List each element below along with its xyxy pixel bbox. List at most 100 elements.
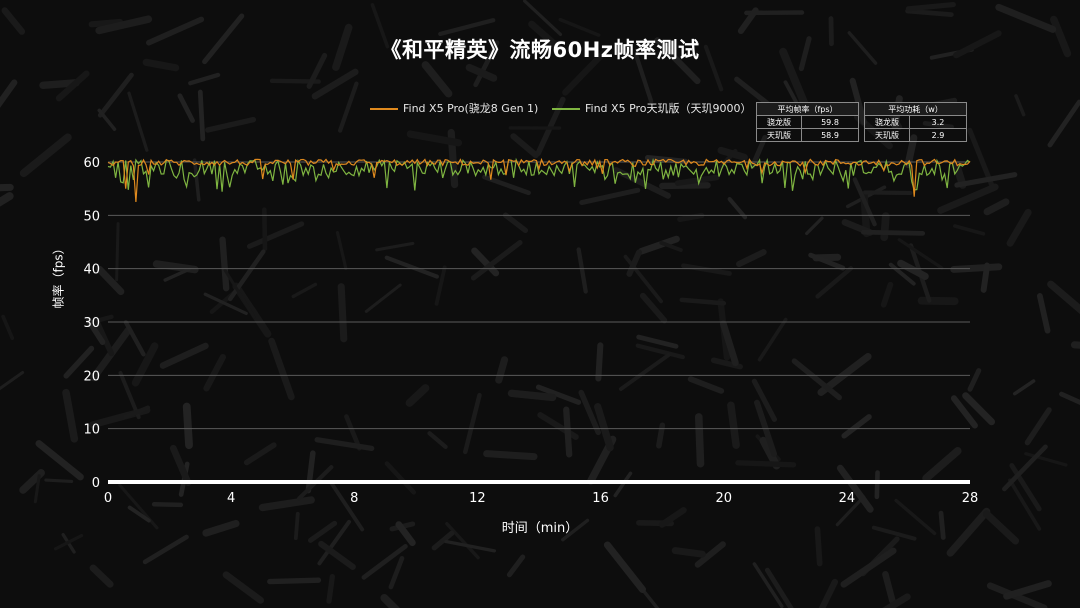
texture-stroke — [579, 187, 641, 206]
texture-stroke — [523, 0, 563, 37]
texture-stroke — [88, 18, 124, 28]
texture-stroke — [169, 444, 192, 486]
texture-stroke — [634, 53, 654, 104]
texture-stroke — [882, 570, 896, 604]
x-tick-label: 16 — [592, 491, 609, 506]
texture-stroke — [1024, 452, 1068, 467]
texture-stroke — [1059, 391, 1080, 405]
texture-stroke — [203, 292, 248, 316]
texture-stroke — [384, 255, 439, 279]
texture-stroke — [897, 238, 944, 270]
texture-stroke — [613, 471, 633, 498]
texture-stroke — [636, 334, 679, 349]
texture-stroke — [905, 1, 956, 12]
texture-stroke — [405, 384, 430, 407]
texture-stroke — [986, 582, 1048, 608]
legend-swatch-dimensity — [552, 108, 580, 110]
texture-stroke — [267, 577, 322, 585]
texture-stroke — [922, 447, 962, 483]
texture-stroke — [444, 539, 497, 553]
texture-stroke — [163, 267, 192, 282]
texture-stroke — [995, 3, 1057, 33]
texture-stroke — [1, 7, 26, 35]
texture-stroke — [55, 70, 90, 102]
texture-stroke — [659, 182, 711, 190]
texture-stroke — [751, 378, 778, 422]
texture-stroke — [482, 174, 531, 196]
texture-stroke — [406, 130, 463, 147]
texture-stroke — [980, 262, 991, 293]
texture-stroke — [783, 80, 798, 104]
texture-stroke — [131, 342, 159, 387]
texture-stroke — [764, 567, 794, 608]
texture-stroke — [603, 541, 646, 593]
texture-stroke — [293, 511, 300, 541]
texture-stroke — [0, 183, 14, 192]
texture-stroke — [388, 555, 405, 590]
texture-stroke — [337, 81, 359, 133]
texture-stroke — [752, 562, 784, 608]
texture-stroke — [438, 18, 496, 37]
texture-stroke — [962, 392, 996, 426]
texture-stroke — [0, 370, 25, 391]
texture-stroke — [33, 474, 41, 504]
texture-stroke — [882, 593, 911, 608]
x-tick-label: 20 — [715, 491, 732, 506]
texture-stroke — [658, 507, 687, 528]
texture-stroke — [1006, 208, 1032, 247]
texture-stroke — [246, 221, 305, 249]
texture-stroke — [814, 526, 823, 567]
texture-stroke — [335, 230, 348, 271]
legend-item-snapdragon: Find X5 Pro(骁龙8 Gen 1) — [370, 100, 538, 116]
texture-stroke — [1002, 444, 1048, 492]
texture-stroke — [1, 314, 15, 340]
texture-stroke — [53, 533, 84, 551]
texture-stroke — [328, 480, 365, 532]
texture-stroke — [268, 337, 295, 401]
x-axis-label: 时间（min） — [501, 521, 579, 536]
texture-stroke — [897, 259, 929, 280]
texture-stroke — [639, 292, 668, 324]
texture-stroke — [421, 61, 453, 98]
texture-stroke — [95, 15, 153, 35]
texture-stroke — [1047, 99, 1080, 148]
texture-stroke — [182, 402, 193, 450]
texture-stroke — [462, 392, 482, 455]
texture-stroke — [727, 196, 748, 220]
texture-stroke — [888, 262, 916, 286]
x-tick-label: 28 — [962, 491, 979, 506]
avg-fps-table: 平均帧率（fps） 骁龙版 59.8 天玑版 58.9 — [756, 102, 859, 142]
texture-stroke — [626, 249, 642, 277]
texture-stroke — [188, 72, 221, 86]
series-line-dimensity — [107, 157, 971, 192]
texture-stroke — [431, 530, 455, 551]
texture-stroke — [375, 241, 415, 252]
texture-stroke — [535, 384, 582, 405]
texture-stroke — [1036, 293, 1051, 334]
texture-stroke — [1009, 463, 1042, 512]
texture-stroke — [1024, 407, 1052, 446]
y-tick-label: 50 — [83, 209, 100, 224]
texture-stroke — [502, 212, 529, 234]
texture-stroke — [671, 547, 706, 558]
texture-stroke — [222, 571, 265, 604]
texture-stroke — [635, 343, 685, 360]
legend-swatch-snapdragon — [370, 108, 398, 110]
texture-stroke — [862, 190, 913, 196]
x-tick-label: 24 — [839, 491, 856, 506]
texture-stroke — [127, 505, 151, 523]
texture-stroke — [894, 498, 937, 536]
texture-stroke — [703, 44, 724, 92]
texture-stroke — [677, 212, 705, 223]
texture-stroke — [1003, 580, 1052, 600]
x-tick-label: 0 — [104, 491, 112, 506]
texture-stroke — [779, 47, 810, 111]
texture-stroke — [562, 48, 608, 96]
series-line-snapdragon — [107, 157, 971, 203]
texture-stroke — [757, 317, 788, 362]
texture-stroke — [847, 31, 878, 65]
texture-stroke — [1047, 280, 1080, 315]
texture-stroke — [97, 72, 134, 118]
texture-stroke — [203, 354, 226, 392]
